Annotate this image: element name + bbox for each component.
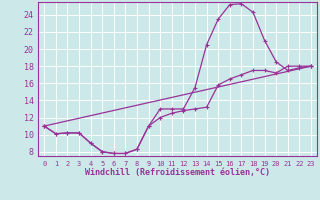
X-axis label: Windchill (Refroidissement éolien,°C): Windchill (Refroidissement éolien,°C) (85, 168, 270, 177)
